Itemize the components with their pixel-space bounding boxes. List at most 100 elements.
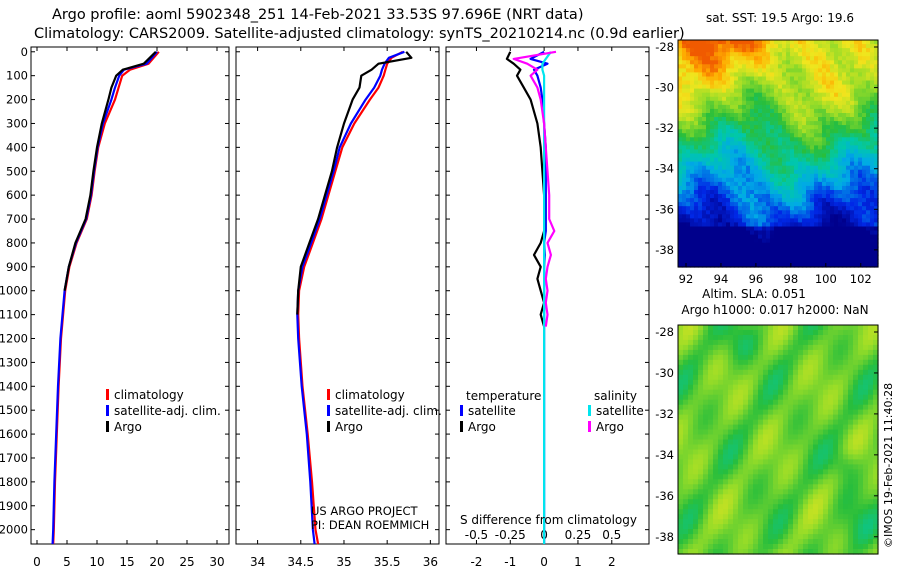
sla-cell — [793, 379, 799, 386]
sla-cell — [728, 384, 734, 391]
sla-cell — [833, 539, 839, 545]
sla-cell — [753, 484, 759, 490]
sst-cell — [698, 198, 703, 203]
sst-cell — [854, 92, 859, 98]
sst-cell — [810, 84, 815, 90]
sla-cell — [818, 414, 824, 421]
sst-cell — [830, 202, 835, 207]
sst-cell — [758, 169, 763, 175]
sst-cell — [754, 137, 759, 142]
sst-cell — [826, 258, 831, 264]
sst-cell — [870, 177, 875, 183]
sst-cell — [862, 153, 867, 159]
sst-cell — [814, 60, 819, 65]
sst-cell — [682, 157, 687, 163]
sst-cell — [802, 137, 807, 142]
sla-cell — [733, 439, 739, 446]
sla-cell — [813, 434, 819, 441]
sst-cell — [866, 234, 871, 240]
sst-cell — [754, 129, 759, 134]
sst-cell — [742, 254, 747, 260]
sst-cell — [750, 157, 755, 163]
sla-cell — [843, 529, 849, 535]
sst-cell — [718, 254, 723, 260]
sst-cell — [726, 72, 731, 78]
sst-cell — [698, 145, 703, 151]
sst-cell — [870, 133, 875, 138]
map-x-tick-label: 102 — [850, 272, 872, 286]
sst-cell — [838, 108, 843, 114]
sla-cell — [848, 464, 854, 470]
sla-cell — [703, 434, 709, 441]
sst-cell — [806, 206, 811, 211]
sst-cell — [874, 254, 879, 260]
sla-cell — [698, 484, 704, 490]
sla-cell — [768, 379, 774, 386]
sla-cell — [768, 325, 774, 331]
sst-cell — [726, 185, 731, 191]
sst-cell — [798, 206, 803, 211]
sst-cell — [710, 108, 715, 114]
sla-cell — [828, 484, 834, 490]
sst-cell — [818, 104, 823, 110]
sst-cell — [802, 190, 807, 195]
sst-cell — [714, 96, 719, 102]
sst-cell — [846, 181, 851, 187]
sla-cell — [683, 524, 689, 530]
sla-cell — [733, 504, 739, 510]
sla-cell — [858, 439, 864, 446]
sst-cell — [830, 198, 835, 203]
sst-cell — [754, 230, 759, 236]
sla-cell — [748, 404, 754, 411]
sla-cell — [803, 379, 809, 386]
sst-cell — [850, 100, 855, 106]
sst-cell — [874, 84, 879, 90]
sst-cell — [814, 230, 819, 236]
sla-cell — [743, 449, 749, 456]
sst-cell — [686, 230, 691, 236]
sst-cell — [726, 141, 731, 146]
sst-cell — [830, 254, 835, 260]
sst-cell — [870, 173, 875, 179]
sla-cell — [788, 474, 794, 480]
sst-cell — [850, 202, 855, 207]
sla-cell — [818, 339, 824, 346]
legend-label-sal-satellite: satellite — [596, 404, 644, 418]
sst-cell — [786, 56, 791, 61]
sst-cell — [746, 250, 751, 256]
sla-cell — [723, 474, 729, 480]
sla-cell — [763, 514, 769, 520]
sst-cell — [846, 84, 851, 90]
sst-cell — [802, 129, 807, 134]
sst-cell — [814, 100, 819, 106]
sla-cell — [698, 394, 704, 401]
sst-cell — [766, 84, 771, 90]
sla-cell — [743, 469, 749, 475]
sst-cell — [838, 40, 843, 45]
sla-cell — [683, 394, 689, 401]
sst-cell — [806, 214, 811, 219]
sst-cell — [834, 129, 839, 134]
sst-cell — [770, 202, 775, 207]
sla-cell — [783, 484, 789, 490]
sst-cell — [718, 80, 723, 86]
sst-cell — [758, 177, 763, 183]
sla-map-title-1: Altim. SLA: 0.051 — [702, 287, 806, 301]
sla-cell — [693, 389, 699, 396]
sst-cell — [718, 52, 723, 57]
sst-cell — [678, 246, 683, 252]
sst-cell — [818, 157, 823, 163]
sst-cell — [762, 108, 767, 114]
sst-cell — [846, 72, 851, 78]
sla-cell — [748, 394, 754, 401]
sla-cell — [813, 414, 819, 421]
sst-cell — [806, 145, 811, 151]
sla-cell — [778, 399, 784, 406]
sst-cell — [718, 129, 723, 134]
sst-cell — [846, 258, 851, 264]
sst-cell — [730, 52, 735, 57]
sst-cell — [834, 173, 839, 179]
sla-cell — [858, 419, 864, 426]
sst-cell — [790, 88, 795, 94]
sla-cell — [688, 414, 694, 421]
